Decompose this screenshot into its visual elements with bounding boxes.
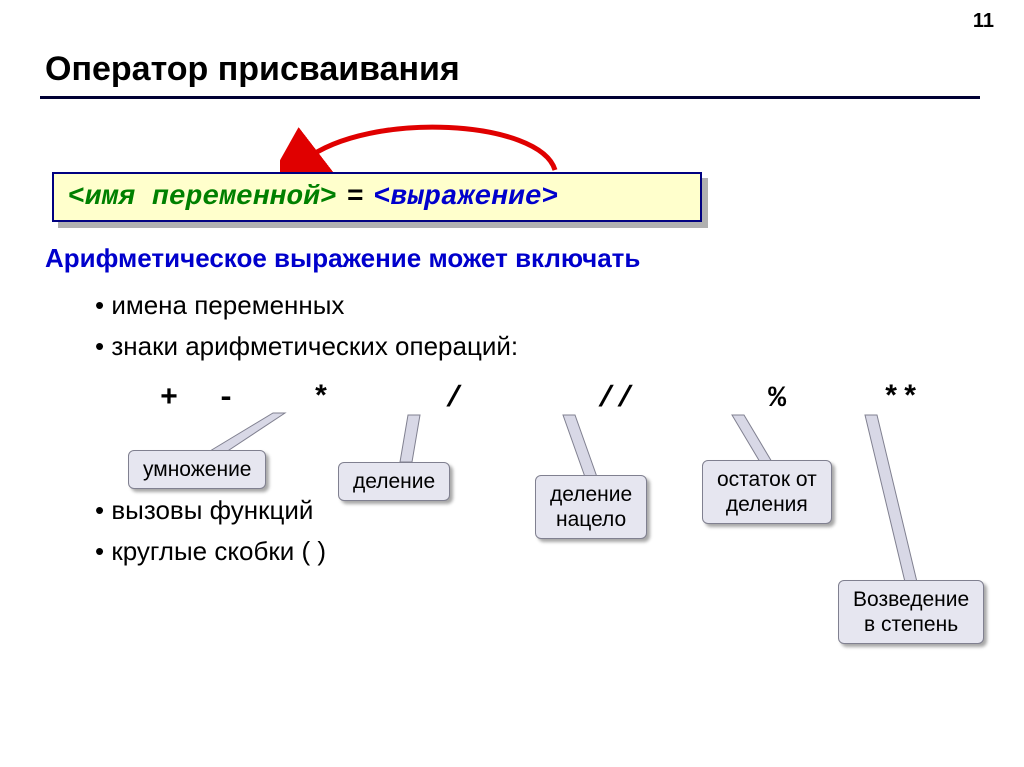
callout-pow: Возведение в степень (838, 580, 984, 644)
syntax-box: <имя переменной> = <выражение> (52, 172, 702, 222)
bullet-item: вызовы функций (95, 495, 326, 526)
callout-divide: деление (338, 462, 450, 501)
bullet-list-top: имена переменных знаки арифметических оп… (95, 290, 518, 372)
pointer-pow (855, 412, 935, 587)
title-underline (40, 96, 980, 99)
bullet-list-bottom: вызовы функций круглые скобки ( ) (95, 495, 326, 577)
syntax-variable: <имя переменной> (68, 182, 337, 213)
syntax-equals: = (347, 182, 364, 213)
callout-multiply: умножение (128, 450, 266, 489)
callout-intdiv: деление нацело (535, 475, 647, 539)
pointer-intdiv (545, 412, 615, 482)
callout-mod: остаток от деления (702, 460, 832, 524)
syntax-expression: <выражение> (374, 182, 559, 213)
page-number: 11 (973, 10, 994, 33)
slide-title: Оператор присваивания (45, 50, 460, 89)
subtitle: Арифметическое выражение может включать (45, 243, 640, 274)
bullet-item: знаки арифметических операций: (95, 331, 518, 362)
bullet-item: имена переменных (95, 290, 518, 321)
bullet-item: круглые скобки ( ) (95, 536, 326, 567)
pointer-mod (720, 412, 790, 467)
pointer-div (380, 412, 440, 467)
